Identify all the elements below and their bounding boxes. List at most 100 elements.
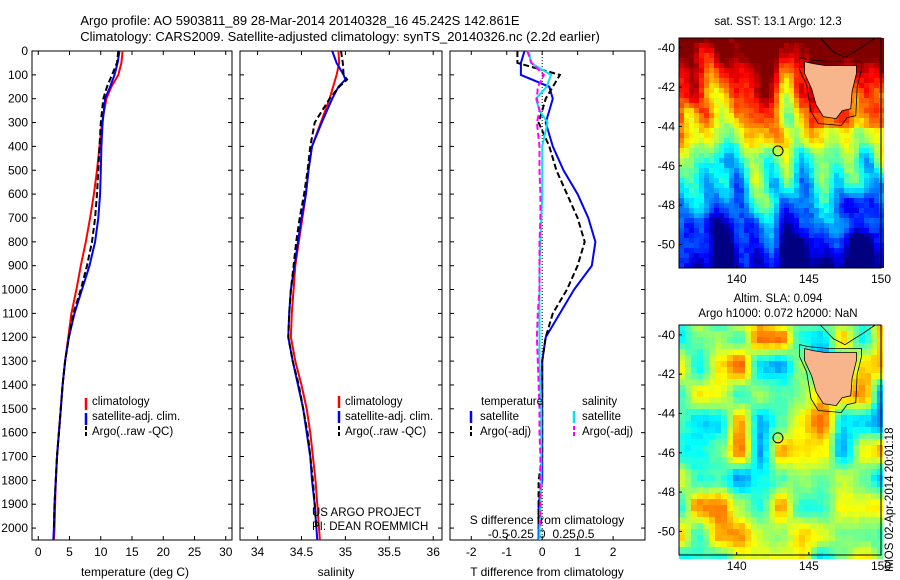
map-cell: [819, 158, 824, 163]
map-cell: [757, 391, 763, 397]
map-cell: [805, 325, 811, 331]
map-cell: [874, 103, 879, 108]
map-cell: [733, 517, 739, 523]
map-cell: [729, 143, 734, 148]
map-cell: [794, 83, 799, 88]
map-cell: [749, 113, 754, 118]
map-cell: [744, 43, 749, 48]
map-cell: [774, 133, 779, 138]
map-cell: [724, 113, 729, 118]
map-cell: [834, 188, 839, 193]
map-cell: [679, 108, 684, 113]
map-cell: [817, 445, 823, 451]
map-cell: [679, 118, 684, 123]
map-cell: [715, 541, 721, 547]
map-cell: [787, 409, 793, 415]
map-cell: [787, 415, 793, 421]
map-cell: [859, 148, 864, 153]
map-cell: [727, 415, 733, 421]
map-cell: [819, 168, 824, 173]
map-cell: [839, 248, 844, 253]
map-cell: [763, 325, 769, 331]
tasmania-land: [804, 348, 857, 407]
map-cell: [759, 128, 764, 133]
map-cell: [709, 193, 714, 198]
map-cell: [865, 379, 871, 385]
map-cell: [784, 153, 789, 158]
map-cell: [853, 325, 859, 331]
map-cell: [809, 148, 814, 153]
map-cell: [699, 258, 704, 263]
map-cell: [724, 168, 729, 173]
map-cell: [787, 331, 793, 337]
map-cell: [805, 421, 811, 427]
map-cell: [733, 373, 739, 379]
map-cell: [793, 493, 799, 499]
map-cell: [709, 529, 715, 535]
map-cell: [734, 258, 739, 263]
map-cell: [769, 103, 774, 108]
map-cell: [829, 118, 834, 123]
map-cell: [685, 409, 691, 415]
map-cell: [874, 213, 879, 218]
map-cell: [721, 529, 727, 535]
map-cell: [754, 163, 759, 168]
map-cell: [787, 373, 793, 379]
map-cell: [694, 38, 699, 43]
map-cell: [829, 457, 835, 463]
map-cell: [694, 238, 699, 243]
map-cell: [874, 138, 879, 143]
map-cell: [749, 98, 754, 103]
map-cell: [841, 343, 847, 349]
map-cell: [804, 78, 809, 83]
map-cell: [724, 143, 729, 148]
map-cell: [709, 148, 714, 153]
map-cell: [694, 73, 699, 78]
map-cell: [685, 403, 691, 409]
map-cell: [804, 118, 809, 123]
map-cell: [829, 198, 834, 203]
map-cell: [715, 373, 721, 379]
map-cell: [874, 113, 879, 118]
map-cell: [799, 481, 805, 487]
map-cell: [729, 118, 734, 123]
map-cell: [754, 158, 759, 163]
map-cell: [694, 188, 699, 193]
map-cell: [865, 343, 871, 349]
map-cell: [834, 168, 839, 173]
map-cell: [689, 103, 694, 108]
map-cell: [784, 258, 789, 263]
map-cell: [679, 445, 685, 451]
map-cell: [714, 258, 719, 263]
map-cell: [787, 481, 793, 487]
map-cell: [729, 168, 734, 173]
map-cell: [817, 511, 823, 517]
x-tick-label: 0: [539, 545, 546, 559]
map-cell: [715, 343, 721, 349]
difference-top-label: S difference from climatology: [470, 513, 625, 527]
map-cell: [835, 511, 841, 517]
map-cell: [804, 213, 809, 218]
map-cell: [715, 547, 721, 553]
map-cell: [864, 153, 869, 158]
map-cell: [691, 421, 697, 427]
map-cell: [839, 238, 844, 243]
map-cell: [829, 168, 834, 173]
map-cell: [679, 208, 684, 213]
map-cell: [694, 248, 699, 253]
map-cell: [849, 198, 854, 203]
map-cell: [749, 228, 754, 233]
map-cell: [729, 48, 734, 53]
map-cell: [853, 481, 859, 487]
map-cell: [811, 529, 817, 535]
map-cell: [849, 243, 854, 248]
map-cell: [779, 73, 784, 78]
map-cell: [744, 163, 749, 168]
depth-tick-label: 1000: [1, 283, 28, 297]
map-cell: [793, 415, 799, 421]
map-cell: [823, 535, 829, 541]
map-cell: [739, 103, 744, 108]
map-cell: [865, 433, 871, 439]
map-cell: [819, 143, 824, 148]
map-cell: [804, 223, 809, 228]
